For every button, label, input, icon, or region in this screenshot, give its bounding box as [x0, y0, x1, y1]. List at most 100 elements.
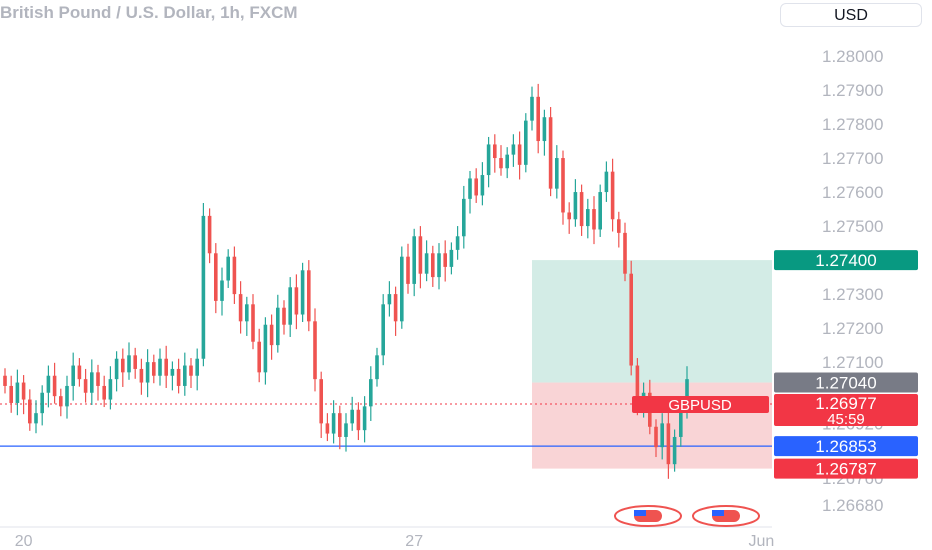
candle-body: [393, 294, 398, 322]
candle: [300, 262, 305, 322]
candle-body: [195, 358, 199, 376]
candle-body: [474, 178, 478, 196]
candle: [604, 161, 609, 202]
candle: [201, 202, 206, 367]
candle-body: [517, 144, 522, 165]
candle: [207, 208, 212, 264]
candle: [232, 246, 237, 304]
candle: [288, 277, 292, 337]
candle: [418, 226, 423, 289]
candle-body: [83, 379, 88, 393]
position-zones: [532, 260, 772, 469]
candle: [220, 267, 224, 316]
candle-body: [449, 249, 454, 267]
candle-body: [226, 256, 230, 281]
candle-body: [96, 372, 100, 386]
candle-body: [114, 358, 119, 380]
candle: [586, 198, 590, 239]
candle-body: [282, 307, 286, 325]
candle-body: [207, 215, 212, 254]
candle: [468, 170, 472, 214]
candle-body: [170, 368, 175, 376]
candle: [139, 358, 144, 395]
candle: [542, 109, 547, 156]
candle-body: [617, 219, 621, 233]
y-tick-label: 1.27600: [822, 183, 883, 202]
candle: [387, 281, 392, 317]
candle-body: [381, 304, 385, 356]
candle-body: [21, 382, 26, 400]
candle: [226, 249, 230, 288]
entry-label: 1.27040: [774, 372, 918, 393]
candle-body: [418, 236, 423, 274]
candle: [269, 314, 274, 360]
candle: [59, 388, 63, 417]
candle: [34, 400, 38, 434]
candle-body: [319, 379, 323, 424]
candle: [505, 147, 509, 179]
candle: [263, 317, 268, 385]
candle-body: [505, 154, 509, 169]
candle: [251, 294, 255, 350]
entry-label-bg: [774, 372, 918, 393]
candle-body: [288, 287, 292, 325]
currency-button[interactable]: USD: [780, 3, 922, 27]
candle-body: [269, 324, 274, 346]
candle: [455, 226, 460, 260]
take-profit-label-text: 1.27400: [815, 251, 876, 270]
candle-body: [623, 232, 627, 274]
candle-body: [108, 379, 113, 400]
candle-body: [567, 212, 571, 220]
candle: [21, 375, 26, 415]
profit-zone: [532, 260, 772, 383]
candle-body: [52, 375, 57, 397]
candle-body: [431, 253, 435, 278]
candle: [313, 308, 317, 392]
flag-canton: [634, 510, 646, 516]
candle: [375, 347, 379, 387]
stop-loss-label: 1.26787: [774, 458, 918, 479]
candle: [238, 281, 243, 334]
candle-body: [28, 399, 32, 424]
candle: [183, 352, 187, 396]
candle: [114, 351, 119, 392]
candle: [214, 243, 218, 314]
candle-body: [592, 209, 596, 230]
candle-body: [548, 117, 553, 189]
entry-label-text: 1.27040: [815, 374, 876, 393]
candle-body: [77, 365, 82, 380]
candle-body: [263, 324, 268, 373]
candle-body: [672, 436, 677, 465]
candle-body: [34, 413, 38, 424]
candle: [592, 196, 596, 245]
candle: [660, 413, 664, 460]
horizontal-line-label-text: 1.26853: [815, 437, 876, 456]
level-lines: [0, 403, 772, 447]
candle-body: [158, 358, 162, 376]
candle: [548, 107, 553, 197]
candle: [511, 134, 516, 167]
candle-body: [251, 304, 255, 342]
candle-body: [331, 413, 336, 434]
candle-body: [362, 406, 367, 431]
candle: [338, 405, 342, 450]
candle: [449, 242, 454, 275]
candle: [83, 368, 88, 403]
candle-body: [257, 341, 261, 373]
candle: [610, 158, 615, 232]
candle-body: [90, 372, 94, 393]
candle-body: [679, 406, 683, 437]
candle: [46, 365, 51, 408]
candle: [90, 359, 94, 405]
candle-body: [443, 253, 447, 267]
candle-body: [493, 144, 497, 159]
y-tick-label: 1.27100: [822, 353, 883, 372]
x-tick-label: 20: [15, 533, 33, 550]
candle-body: [524, 120, 528, 165]
candle-body: [369, 379, 373, 407]
candle-body: [294, 287, 299, 315]
current-price-text: 1.26977: [815, 394, 876, 413]
